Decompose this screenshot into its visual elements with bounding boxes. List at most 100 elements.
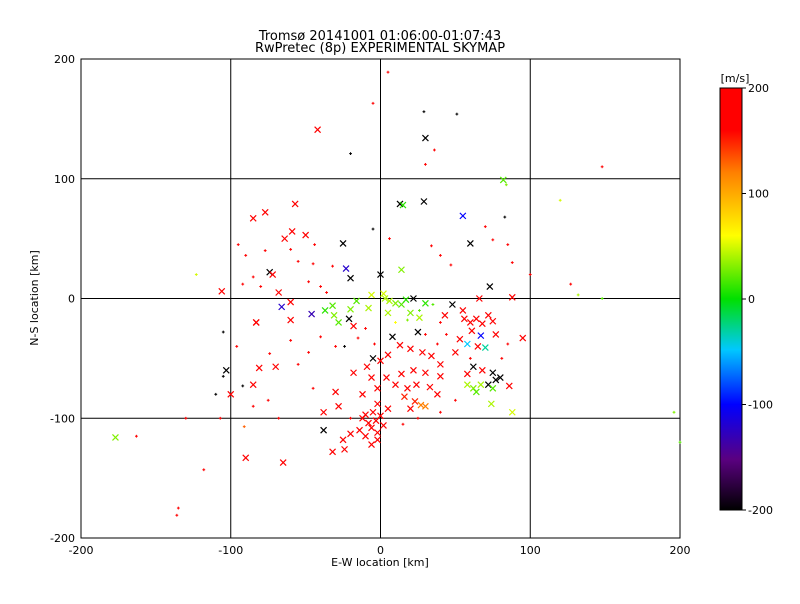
data-point-cross bbox=[320, 426, 328, 434]
data-point-plus bbox=[331, 264, 334, 268]
data-point-cross bbox=[279, 459, 287, 466]
data-point-plus bbox=[241, 384, 245, 388]
data-point-cross bbox=[422, 134, 429, 142]
data-point-plus bbox=[433, 148, 436, 152]
data-point-cross bbox=[218, 287, 226, 295]
data-point-plus bbox=[194, 273, 198, 276]
data-point-plus bbox=[135, 434, 138, 438]
colorbar-tick-label: 100 bbox=[748, 188, 769, 201]
data-point-cross bbox=[321, 307, 329, 314]
data-point-cross bbox=[451, 348, 459, 356]
data-point-plus bbox=[235, 345, 239, 348]
data-point-cross bbox=[499, 176, 507, 184]
data-point-cross bbox=[269, 271, 277, 278]
data-point-plus bbox=[371, 227, 375, 231]
data-point-cross bbox=[508, 408, 516, 416]
data-point-cross bbox=[287, 316, 295, 324]
y-tick-label: 200 bbox=[54, 53, 75, 66]
data-point-cross bbox=[389, 333, 396, 341]
data-point-plus bbox=[431, 303, 435, 306]
data-point-cross bbox=[335, 319, 342, 326]
data-point-cross bbox=[492, 331, 500, 338]
data-point-cross bbox=[426, 383, 434, 391]
data-point-plus bbox=[444, 333, 448, 336]
data-point-plus bbox=[504, 183, 508, 187]
data-point-cross bbox=[456, 335, 464, 343]
data-point-cross bbox=[463, 370, 471, 378]
data-point-plus bbox=[251, 275, 255, 279]
colorbar-label: [m/s] bbox=[721, 72, 750, 85]
data-point-cross bbox=[368, 424, 375, 432]
data-point-cross bbox=[308, 310, 316, 318]
data-point-cross bbox=[320, 408, 328, 416]
data-point-cross bbox=[478, 320, 486, 328]
data-point-cross bbox=[399, 201, 407, 209]
data-point-cross bbox=[302, 231, 310, 239]
grid-lines bbox=[81, 59, 680, 538]
data-point-cross bbox=[489, 384, 497, 392]
data-point-plus bbox=[214, 392, 218, 396]
data-point-plus bbox=[218, 416, 222, 420]
data-point-plus bbox=[373, 342, 376, 346]
data-point-cross bbox=[281, 235, 289, 243]
data-point-plus bbox=[416, 416, 420, 420]
data-point-cross bbox=[489, 317, 497, 325]
data-point-cross bbox=[519, 334, 527, 342]
data-point-cross bbox=[466, 319, 474, 326]
data-point-plus bbox=[401, 422, 405, 426]
data-point-cross bbox=[422, 402, 429, 410]
x-axis-ticks: -200 -100 0 100 200 bbox=[69, 544, 691, 557]
data-point-cross bbox=[347, 430, 354, 438]
data-point-cross bbox=[112, 433, 119, 441]
data-point-plus bbox=[221, 374, 225, 378]
y-tick-label: 0 bbox=[68, 293, 75, 306]
data-point-plus bbox=[319, 335, 322, 339]
data-point-cross bbox=[414, 328, 422, 336]
data-point-cross bbox=[369, 354, 377, 362]
data-point-cross bbox=[249, 381, 257, 389]
data-point-cross bbox=[460, 315, 468, 323]
data-point-plus bbox=[221, 330, 225, 334]
data-point-cross bbox=[392, 381, 399, 389]
data-point-cross bbox=[227, 390, 235, 398]
data-point-plus bbox=[176, 506, 180, 510]
data-point-plus bbox=[241, 282, 245, 286]
data-point-plus bbox=[334, 345, 337, 348]
data-point-plus bbox=[386, 70, 390, 74]
data-point-cross bbox=[392, 299, 399, 307]
data-point-cross bbox=[288, 228, 296, 235]
data-point-cross bbox=[380, 422, 387, 429]
data-point-cross bbox=[242, 454, 250, 462]
data-point-plus bbox=[184, 416, 188, 420]
data-point-plus bbox=[307, 280, 311, 284]
data-point-plus bbox=[313, 243, 317, 247]
data-point-plus bbox=[263, 249, 267, 252]
data-point-plus bbox=[311, 386, 315, 390]
data-point-cross bbox=[368, 441, 375, 449]
data-point-plus bbox=[289, 339, 293, 342]
data-point-cross bbox=[398, 370, 405, 378]
x-axis-label: E-W location [km] bbox=[331, 556, 429, 569]
chart-title: Tromsø 20141001 01:06:00-01:07:43 bbox=[258, 29, 501, 44]
data-point-plus bbox=[600, 297, 604, 300]
data-point-cross bbox=[255, 364, 263, 372]
data-point-cross bbox=[252, 319, 260, 326]
data-point-plus bbox=[325, 291, 328, 294]
data-point-cross bbox=[410, 366, 417, 374]
data-point-cross bbox=[411, 398, 419, 405]
data-point-cross bbox=[374, 400, 381, 408]
data-point-plus bbox=[483, 225, 487, 229]
data-point-cross bbox=[362, 432, 369, 440]
data-point-cross bbox=[381, 295, 389, 302]
data-point-plus bbox=[430, 244, 433, 248]
data-point-cross bbox=[350, 369, 357, 377]
data-point-plus bbox=[424, 162, 427, 166]
data-point-plus bbox=[319, 285, 322, 288]
data-point-plus bbox=[277, 416, 281, 420]
data-point-plus bbox=[678, 440, 682, 444]
data-point-cross bbox=[345, 315, 353, 323]
data-point-plus bbox=[506, 243, 510, 247]
data-point-cross bbox=[339, 436, 347, 444]
data-point-plus bbox=[491, 238, 495, 242]
data-point-cross bbox=[436, 372, 444, 380]
